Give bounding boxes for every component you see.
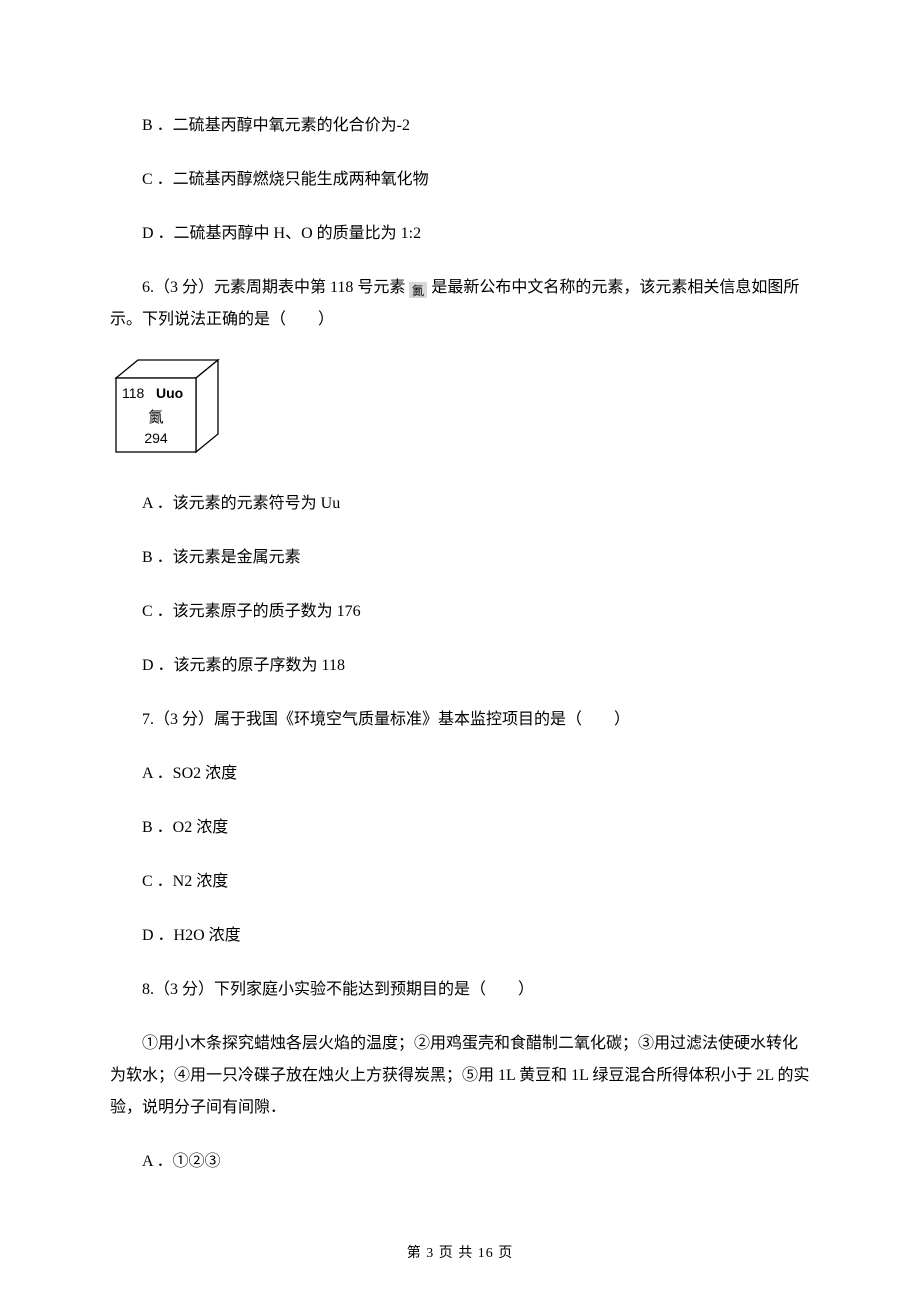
- svg-text:Uuo: Uuo: [156, 385, 183, 401]
- question-7: 7.（3 分）属于我国《环境空气质量标准》基本监控项目的是（ ）: [110, 704, 810, 736]
- q6-option-d: D ．该元素的原子序数为 118: [110, 650, 810, 682]
- q6-option-a: A ．该元素的元素符号为 Uu: [110, 488, 810, 520]
- svg-text:鿫: 鿫: [148, 409, 163, 426]
- q6-option-b: B ．该元素是金属元素: [110, 542, 810, 574]
- q7-option-c: C ．N2 浓度: [110, 866, 810, 898]
- periodic-element-figure: 118 Uuo 鿫 294: [110, 358, 810, 458]
- q6-option-c: C ．该元素原子的质子数为 176: [110, 596, 810, 628]
- page-footer: 第 3 页 共 16 页: [0, 1242, 920, 1262]
- q7-option-d: D ．H2O 浓度: [110, 920, 810, 952]
- question-8-body: ①用小木条探究蜡烛各层火焰的温度；②用鸡蛋壳和食醋制二氧化碳；③用过滤法使硬水转…: [110, 1028, 810, 1124]
- question-8-body-text: ①用小木条探究蜡烛各层火焰的温度；②用鸡蛋壳和食醋制二氧化碳；③用过滤法使硬水转…: [110, 1035, 810, 1116]
- svg-text:294: 294: [144, 430, 168, 446]
- q7-option-b: B ．O2 浓度: [110, 812, 810, 844]
- svg-text:鿫: 鿫: [412, 283, 424, 298]
- element-glyph-icon: 鿫: [409, 278, 427, 294]
- prev-option-b: B ．二硫基丙醇中氧元素的化合价为-2: [110, 110, 810, 142]
- q8-option-a: A ．①②③: [110, 1146, 810, 1178]
- prev-option-d: D ．二硫基丙醇中 H、O 的质量比为 1:2: [110, 218, 810, 250]
- prev-option-c: C ．二硫基丙醇燃烧只能生成两种氧化物: [110, 164, 810, 196]
- question-8: 8.（3 分）下列家庭小实验不能达到预期目的是（ ）: [110, 974, 810, 1006]
- question-6: 6.（3 分）元素周期表中第 118 号元素 鿫 是最新公布中文名称的元素，该元…: [110, 272, 810, 336]
- question-6-text-a: 6.（3 分）元素周期表中第 118 号元素: [142, 279, 409, 296]
- q7-option-a: A ．SO2 浓度: [110, 758, 810, 790]
- svg-text:118: 118: [122, 385, 145, 401]
